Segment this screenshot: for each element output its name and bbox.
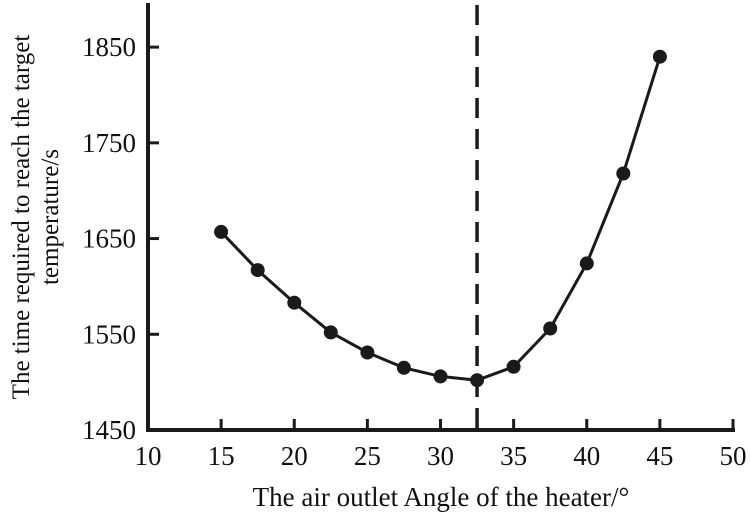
data-point-marker [323,325,338,340]
axes [146,3,735,432]
data-point-marker [652,49,667,64]
y-axis: 1450 1550 1650 1750 1850 [82,32,159,445]
x-tick-label: 20 [281,441,308,471]
x-tick-label: 30 [427,441,454,471]
y-axis-title: The time required to reach the target te… [7,35,65,400]
data-point-marker [360,345,375,360]
y-axis-title-line1: The time required to reach the target [8,34,35,400]
data-series [214,49,667,388]
series-line [219,55,662,382]
y-tick-label: 1550 [82,319,136,349]
data-point-marker [433,369,448,384]
x-tick-label: 45 [646,441,673,471]
x-axis-title: The air outlet Angle of the heater/° [252,482,630,512]
y-tick-label: 1850 [82,32,136,62]
y-tick-label: 1650 [82,224,136,254]
y-tick-label: 1450 [82,415,136,445]
y-tick-label: 1750 [82,128,136,158]
y-axis-title-line2: temperature/s [37,148,64,286]
data-point-marker [250,263,265,278]
data-point-marker [506,359,521,374]
data-point-marker [396,360,411,375]
data-point-marker [543,321,558,336]
x-axis: 10 15 20 25 30 35 40 45 50 [135,419,747,471]
data-point-marker [579,256,594,271]
data-point-marker [214,224,229,239]
x-tick-label: 35 [500,441,527,471]
x-tick-label: 15 [208,441,235,471]
data-point-marker [616,166,631,181]
x-tick-label: 10 [135,441,162,471]
x-tick-label: 40 [573,441,600,471]
data-point-marker [287,295,302,310]
x-tick-label: 25 [354,441,381,471]
data-point-marker [470,373,485,388]
x-tick-label: 50 [720,441,747,471]
